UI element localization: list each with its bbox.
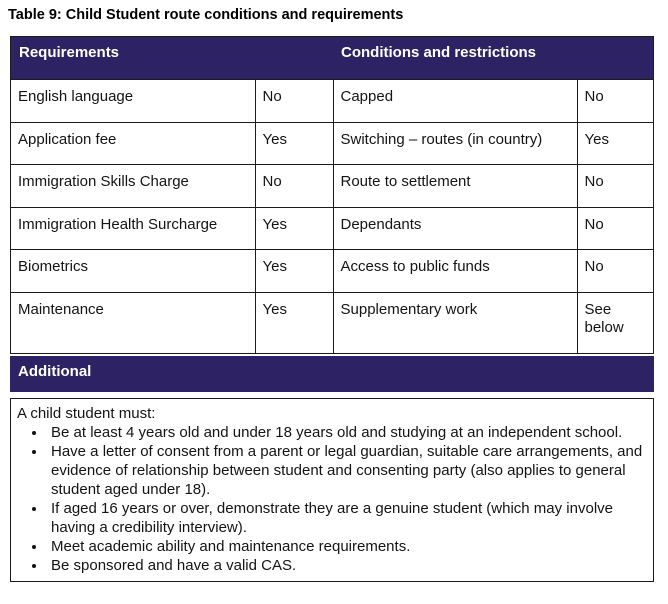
- cell-requirement: Biometrics: [18, 258, 89, 275]
- additional-intro: A child student must:: [17, 405, 156, 422]
- cell-condition: Capped: [332, 80, 577, 122]
- table-header-row: Requirements Conditions and restrictions: [11, 37, 653, 79]
- requirements-table: Requirements Conditions and restrictions…: [10, 36, 654, 354]
- cell-condition: Switching – routes (in country): [332, 123, 577, 164]
- cell-requirement: Application fee: [18, 131, 117, 148]
- bullet-item: Be at least 4 years old and under 18 yea…: [47, 423, 645, 442]
- bullet-item: Be sponsored and have a valid CAS.: [47, 556, 645, 575]
- cell-requirement: English language: [18, 88, 134, 105]
- table-title: Table 9: Child Student route conditions …: [8, 7, 404, 23]
- bullet-item: Meet academic ability and maintenance re…: [47, 537, 645, 556]
- table-row: English language No Capped No: [11, 79, 653, 122]
- cell-condition: Dependants: [332, 208, 577, 249]
- cell-condition-value: See below: [576, 293, 654, 353]
- cell-condition-value: Yes: [576, 123, 654, 164]
- additional-bullet-list: Be at least 4 years old and under 18 yea…: [17, 423, 645, 575]
- table-row: Biometrics Yes Access to public funds No: [11, 249, 653, 292]
- additional-header-band: Additional: [10, 356, 654, 392]
- cell-condition: Supplementary work: [332, 293, 577, 353]
- cell-requirement-value: Yes: [254, 250, 333, 292]
- bullet-item: If aged 16 years or over, demonstrate th…: [47, 499, 645, 537]
- header-conditions: Conditions and restrictions: [341, 44, 537, 61]
- cell-condition-value: No: [576, 208, 654, 249]
- cell-condition-value: No: [576, 80, 654, 122]
- bullet-item: Have a letter of consent from a parent o…: [47, 442, 645, 499]
- additional-content-box: A child student must: Be at least 4 year…: [10, 398, 654, 582]
- cell-requirement-value: No: [254, 165, 333, 207]
- cell-requirement: Maintenance: [18, 301, 104, 318]
- cell-condition-value: No: [576, 250, 654, 292]
- cell-requirement-value: Yes: [254, 123, 333, 164]
- cell-condition: Access to public funds: [332, 250, 577, 292]
- table-row: Maintenance Yes Supplementary work See b…: [11, 292, 653, 353]
- cell-condition-value: No: [576, 165, 654, 207]
- header-requirements: Requirements: [19, 44, 120, 61]
- cell-requirement: Immigration Skills Charge: [18, 173, 189, 190]
- table-row: Immigration Skills Charge No Route to se…: [11, 164, 653, 207]
- cell-requirement-value: Yes: [254, 208, 333, 249]
- table-row: Application fee Yes Switching – routes (…: [11, 122, 653, 164]
- cell-condition: Route to settlement: [332, 165, 577, 207]
- table-row: Immigration Health Surcharge Yes Dependa…: [11, 207, 653, 249]
- cell-requirement: Immigration Health Surcharge: [18, 216, 218, 233]
- cell-requirement-value: No: [254, 80, 333, 122]
- cell-requirement-value: Yes: [254, 293, 333, 353]
